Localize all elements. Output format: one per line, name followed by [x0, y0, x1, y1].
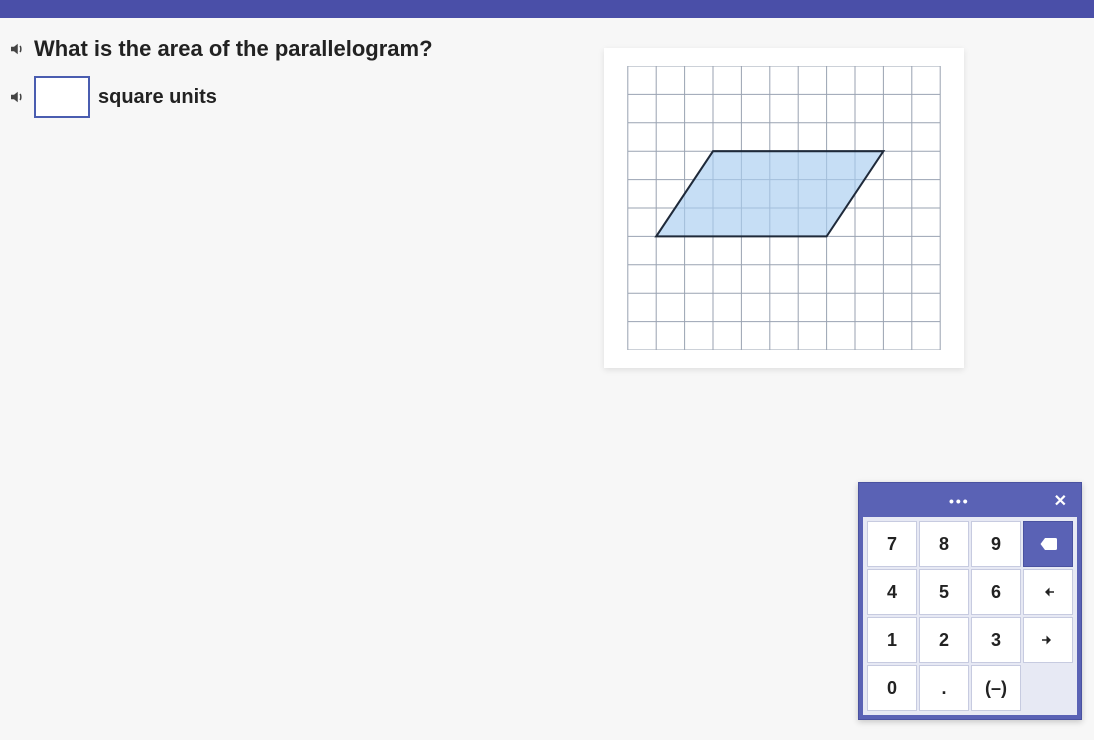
key-right[interactable]: [1023, 617, 1073, 663]
key-left[interactable]: [1023, 569, 1073, 615]
question-text: What is the area of the parallelogram?: [34, 36, 433, 62]
speaker-icon[interactable]: [6, 86, 28, 108]
key-6[interactable]: 6: [971, 569, 1021, 615]
answer-input[interactable]: [34, 76, 90, 118]
key-5[interactable]: 5: [919, 569, 969, 615]
key-0[interactable]: 0: [867, 665, 917, 711]
key-4[interactable]: 4: [867, 569, 917, 615]
key-negate[interactable]: (–): [971, 665, 1021, 711]
key-1[interactable]: 1: [867, 617, 917, 663]
speaker-icon[interactable]: [6, 38, 28, 60]
key-3[interactable]: 3: [971, 617, 1021, 663]
parallelogram-figure: [622, 66, 946, 350]
content-area: What is the area of the parallelogram? s…: [0, 18, 1094, 740]
keypad-more-button[interactable]: •••: [949, 493, 970, 509]
key-7[interactable]: 7: [867, 521, 917, 567]
app-topbar: [0, 0, 1094, 18]
key-decimal[interactable]: .: [919, 665, 969, 711]
key-backspace[interactable]: [1023, 521, 1073, 567]
keypad-header: ••• ✕: [863, 487, 1077, 517]
keypad-close-button[interactable]: ✕: [1048, 489, 1073, 513]
key-9[interactable]: 9: [971, 521, 1021, 567]
figure-card: [604, 48, 964, 368]
key-2[interactable]: 2: [919, 617, 969, 663]
key-8[interactable]: 8: [919, 521, 969, 567]
key-blank: [1023, 665, 1073, 711]
keypad-panel: ••• ✕ 789 456 123 0.(–): [858, 482, 1082, 720]
units-label: square units: [98, 86, 217, 109]
keypad-grid: 789 456 123 0.(–): [863, 517, 1077, 715]
